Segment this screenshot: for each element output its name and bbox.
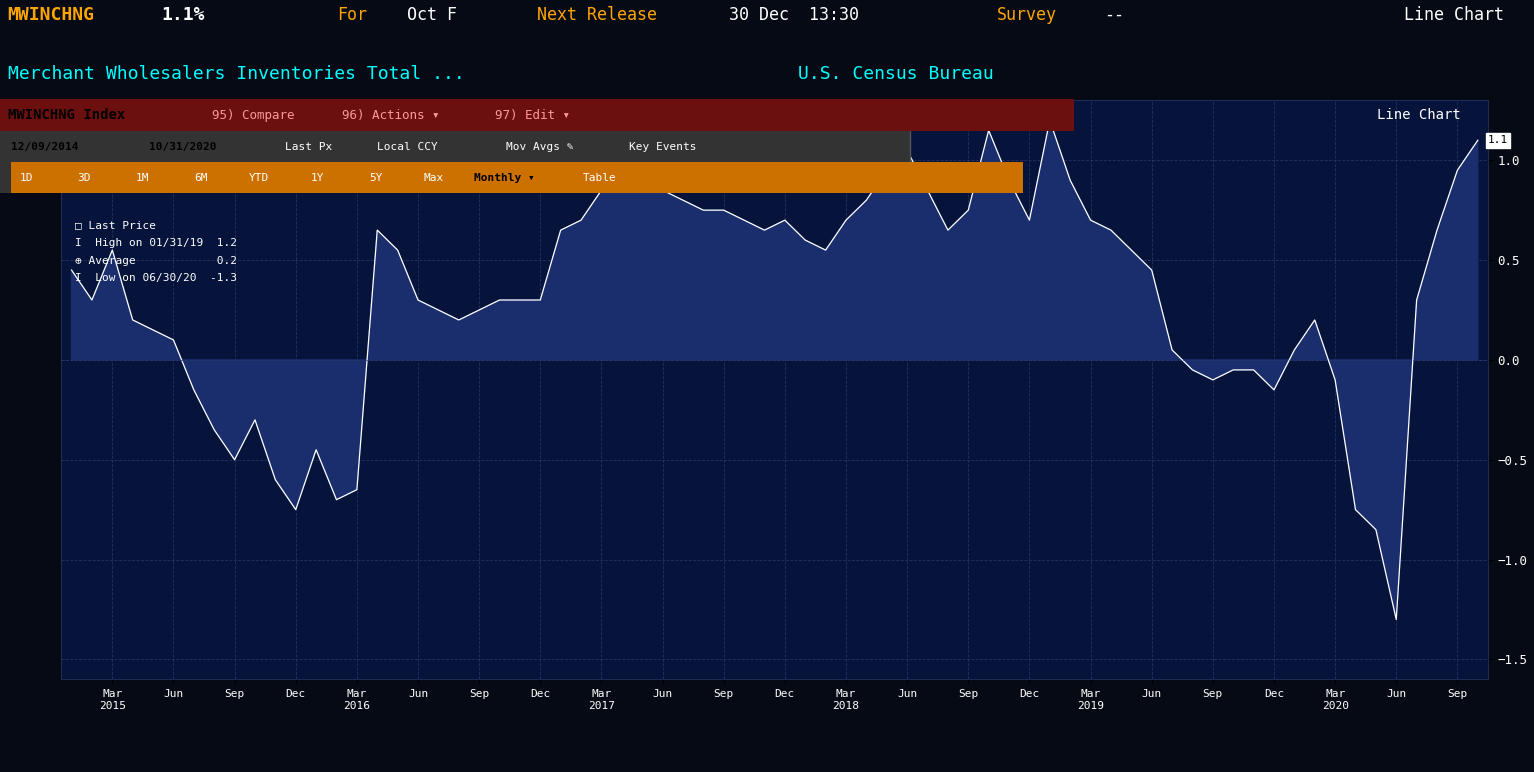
FancyBboxPatch shape (0, 156, 689, 199)
FancyBboxPatch shape (0, 156, 630, 199)
FancyBboxPatch shape (0, 91, 790, 139)
Text: 12/09/2014: 12/09/2014 (11, 142, 78, 151)
Text: 6M: 6M (195, 173, 207, 182)
FancyBboxPatch shape (0, 156, 864, 199)
FancyBboxPatch shape (0, 125, 910, 168)
Text: MWINCHNG Index: MWINCHNG Index (8, 108, 124, 122)
Text: 1.1%: 1.1% (161, 6, 204, 24)
FancyBboxPatch shape (23, 91, 1074, 139)
Text: Oct F: Oct F (407, 6, 457, 24)
Text: Merchant Wholesalers Inventories Total ...: Merchant Wholesalers Inventories Total .… (8, 66, 465, 83)
Text: 1.1: 1.1 (1488, 135, 1508, 145)
Text: MWINCHNG: MWINCHNG (8, 6, 95, 24)
Text: --: -- (1104, 6, 1124, 24)
Text: 1M: 1M (137, 173, 149, 182)
Text: 1Y: 1Y (311, 173, 324, 182)
Text: 97) Edit ▾: 97) Edit ▾ (495, 109, 571, 121)
Text: U.S. Census Bureau: U.S. Census Bureau (798, 66, 994, 83)
FancyBboxPatch shape (0, 156, 805, 199)
Text: Survey: Survey (997, 6, 1057, 24)
Text: I  High on 01/31/19  1.2: I High on 01/31/19 1.2 (75, 238, 238, 248)
Text: Line Chart: Line Chart (1404, 6, 1503, 24)
Text: I  Low on 06/30/20  -1.3: I Low on 06/30/20 -1.3 (75, 273, 238, 283)
Text: Key Events: Key Events (629, 142, 696, 151)
Text: Line Chart: Line Chart (1378, 108, 1460, 122)
FancyBboxPatch shape (11, 156, 1023, 199)
Text: YTD: YTD (249, 173, 270, 182)
FancyBboxPatch shape (0, 125, 726, 168)
FancyBboxPatch shape (0, 125, 588, 168)
Text: Max: Max (423, 173, 445, 182)
Text: 95) Compare: 95) Compare (212, 109, 295, 121)
Text: 96) Actions ▾: 96) Actions ▾ (342, 109, 440, 121)
Text: 5Y: 5Y (370, 173, 382, 182)
FancyBboxPatch shape (0, 91, 644, 139)
Text: Monthly ▾: Monthly ▾ (474, 173, 535, 182)
FancyBboxPatch shape (0, 91, 920, 139)
Text: Next Release: Next Release (537, 6, 657, 24)
Text: 1D: 1D (20, 173, 32, 182)
Text: 30 Dec  13:30: 30 Dec 13:30 (729, 6, 859, 24)
Text: Mov Avgs ✎: Mov Avgs ✎ (506, 142, 574, 151)
FancyBboxPatch shape (0, 156, 514, 199)
Text: Last Px: Last Px (285, 142, 333, 151)
Text: 3D: 3D (78, 173, 91, 182)
FancyBboxPatch shape (0, 125, 818, 168)
Text: 10/31/2020: 10/31/2020 (149, 142, 216, 151)
Text: ⊕ Average            0.2: ⊕ Average 0.2 (75, 256, 238, 266)
Text: Local CCY: Local CCY (377, 142, 439, 151)
FancyBboxPatch shape (0, 156, 747, 199)
Text: □ Last Price: □ Last Price (75, 220, 156, 230)
FancyBboxPatch shape (0, 156, 572, 199)
Text: For: For (337, 6, 368, 24)
FancyBboxPatch shape (0, 156, 922, 199)
Text: Table: Table (583, 173, 617, 182)
